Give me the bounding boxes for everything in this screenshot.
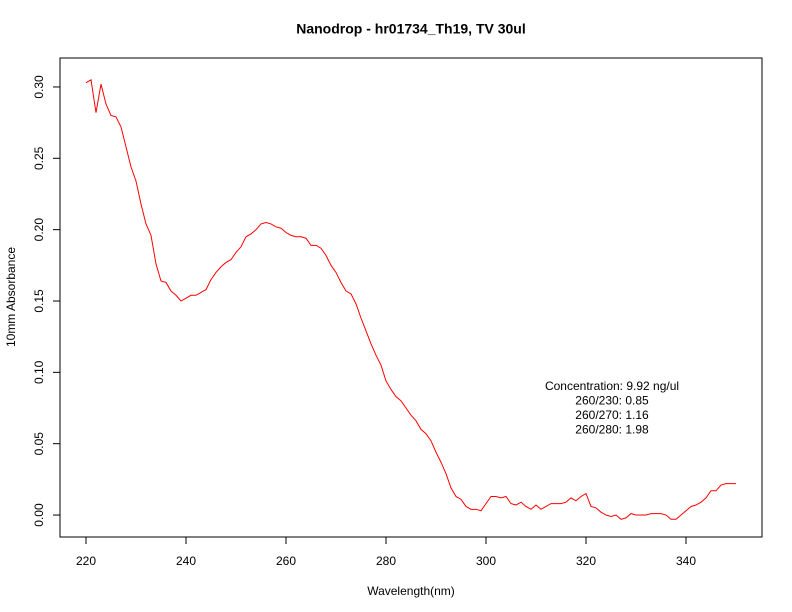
x-tick-label: 340 [676,554,696,568]
x-tick-label: 260 [276,554,296,568]
data-line [85,79,736,520]
y-tick-label: 0.05 [32,432,46,456]
y-tick-label: 0.30 [32,75,46,99]
x-tick-label: 320 [576,554,596,568]
x-axis-label: Wavelength(nm) [367,584,455,598]
plot-frame [59,57,763,538]
annotation: 260/270: 1.16 [575,408,649,422]
x-tick-label: 240 [176,554,196,568]
x-tick-label: 280 [376,554,396,568]
x-tick-label: 220 [76,554,96,568]
annotation: 260/230: 0.85 [575,394,649,408]
y-tick-label: 0.25 [32,146,46,170]
x-tick-label: 300 [476,554,496,568]
y-tick-label: 0.20 [32,218,46,242]
annotation: 260/280: 1.98 [575,423,649,437]
chart-title: Nanodrop - hr01734_Th19, TV 30ul [296,21,526,37]
y-tick-label: 0.10 [32,360,46,384]
y-tick-label: 0.15 [32,289,46,313]
y-tick-label: 0.00 [32,503,46,527]
y-axis-label: 10mm Absorbance [4,247,18,347]
annotation: Concentration: 9.92 ng/ul [545,379,679,393]
